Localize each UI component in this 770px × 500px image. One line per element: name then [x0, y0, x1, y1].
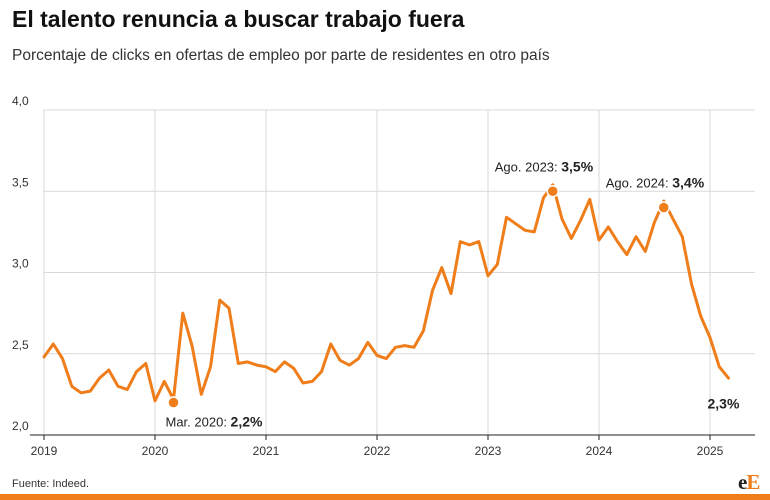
x-tick-label: 2022	[364, 444, 391, 458]
source-note: Fuente: Indeed.	[12, 478, 90, 490]
x-tick-label: 2025	[697, 444, 724, 458]
highlight-annotation: Ago. 2023: 3,5%	[495, 158, 594, 174]
series-line	[42, 183, 730, 403]
highlight-annotation: Ago. 2024: 3,4%	[606, 175, 705, 191]
publisher-logo: eE	[738, 470, 760, 495]
annotation-value: 2,3%	[708, 395, 740, 411]
x-tick-label: 2019	[31, 444, 58, 458]
y-tick-label: 3,5	[12, 175, 29, 189]
y-tick-label: 2,5	[12, 338, 29, 352]
x-tick-label: 2021	[253, 444, 280, 458]
logo-big-letter: E	[746, 470, 760, 494]
annotation-date: Ago. 2023:	[495, 159, 562, 174]
x-tick-label: 2024	[586, 444, 613, 458]
y-tick-label: 2,0	[12, 419, 29, 433]
chart-title: El talento renuncia a buscar trabajo fue…	[12, 6, 465, 32]
annotation-value: 3,4%	[672, 175, 704, 191]
annotation-value: 2,2%	[231, 414, 263, 430]
highlight-marker	[546, 185, 559, 198]
annotation-value: 3,5%	[561, 158, 593, 174]
highlight-annotation: 2,3%	[708, 395, 740, 411]
line-chart: 2,0 2,5 3,0 3,5 4,0 2019 2020 2021 2022 2023 2024 2…	[12, 94, 755, 458]
annotation-date: Ago. 2024:	[606, 176, 673, 191]
y-tick-label: 3,0	[12, 257, 29, 271]
highlight-annotation: Mar. 2020: 2,2%	[166, 414, 264, 430]
highlight-marker	[167, 396, 180, 409]
bottom-accent-bar	[0, 494, 770, 500]
y-tick-label: 4,0	[12, 94, 29, 108]
x-tick-label: 2020	[142, 444, 169, 458]
highlight-marker	[657, 201, 670, 214]
chart-subtitle: Porcentaje de clicks en ofertas de emple…	[12, 47, 550, 64]
logo-small-letter: e	[738, 470, 747, 494]
x-tick-label: 2023	[475, 444, 502, 458]
annotation-date: Mar. 2020:	[166, 415, 231, 430]
